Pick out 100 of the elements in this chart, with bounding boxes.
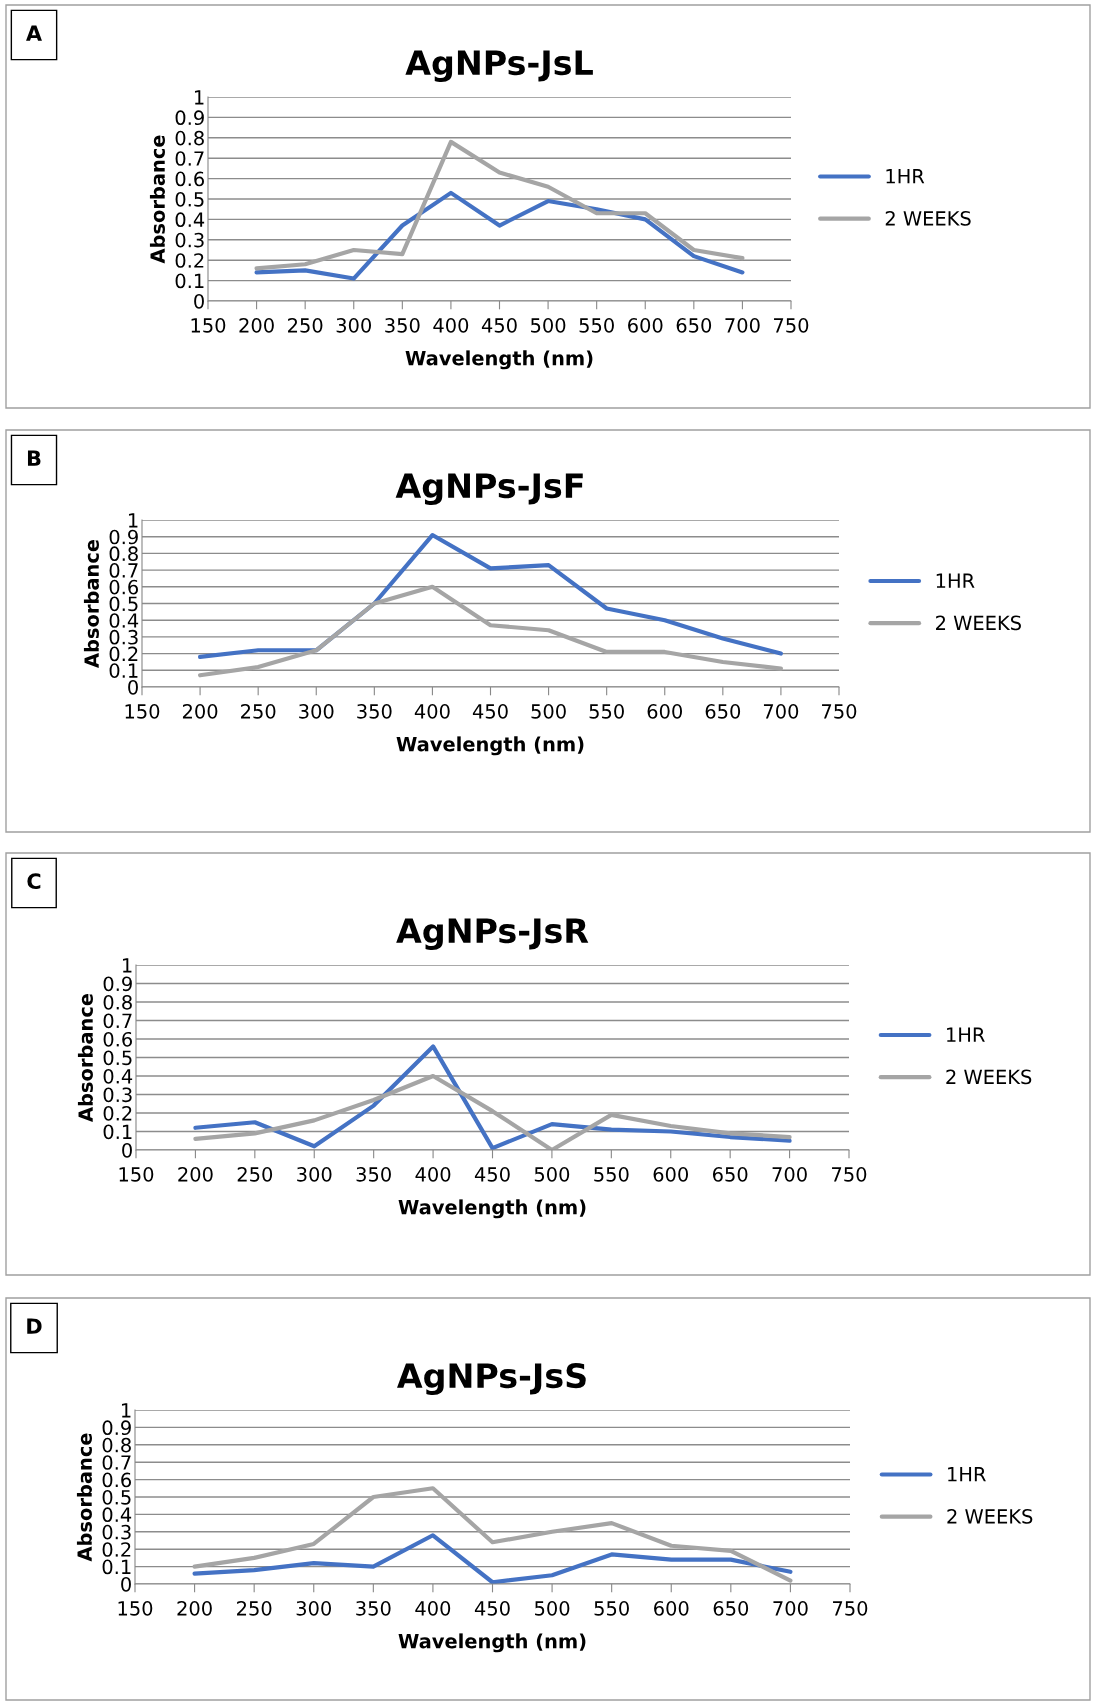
x-tick-label: 700 bbox=[773, 1601, 808, 1616]
x-tick-label: 600 bbox=[647, 704, 683, 719]
x-tick-label: 150 bbox=[119, 1167, 154, 1182]
x-tick-label: 350 bbox=[385, 318, 420, 333]
y-axis-title: Absorbance bbox=[77, 993, 93, 1122]
y-tick-label: 0.3 bbox=[102, 1524, 131, 1540]
y-tick-label: 0.1 bbox=[109, 663, 138, 678]
chart-title: AgNPs-JsF bbox=[395, 473, 583, 505]
legend-label: 1HR bbox=[936, 573, 975, 588]
x-tick-label: 500 bbox=[531, 318, 566, 333]
y-tick-label: 0.6 bbox=[103, 1031, 132, 1047]
y-tick-label: 0.1 bbox=[102, 1559, 131, 1575]
x-tick-label: 700 bbox=[725, 318, 760, 333]
x-tick-label: 300 bbox=[296, 1601, 332, 1616]
y-tick-label: 0.9 bbox=[103, 976, 132, 992]
x-tick-label: 750 bbox=[822, 704, 857, 719]
y-tick-label: 0.2 bbox=[103, 1105, 132, 1121]
legend-label: 2 WEEKS bbox=[936, 615, 1021, 631]
x-tick-label: 350 bbox=[356, 1601, 391, 1616]
x-tick-label: 200 bbox=[177, 1601, 212, 1616]
x-tick-label: 400 bbox=[433, 318, 469, 333]
y-tick-label: 0.7 bbox=[103, 1013, 132, 1029]
y-tick-label: 0 bbox=[128, 679, 138, 695]
chart-title: AgNPs-JsS bbox=[397, 1363, 586, 1395]
y-tick-label: 0.8 bbox=[103, 994, 132, 1010]
x-tick-label: 400 bbox=[415, 1167, 451, 1182]
y-tick-label: 0.4 bbox=[109, 613, 139, 628]
y-tick-label: 0.3 bbox=[109, 629, 138, 645]
y-tick-label: 0.5 bbox=[103, 1050, 132, 1066]
y-tick-label: 0.3 bbox=[175, 232, 204, 248]
text: C bbox=[27, 873, 41, 890]
x-axis-title: Wavelength (nm) bbox=[398, 1199, 586, 1219]
legend-label: 2 WEEKS bbox=[946, 1069, 1032, 1085]
x-tick-label: 500 bbox=[534, 1167, 570, 1182]
y-tick-label: 0.8 bbox=[102, 1437, 131, 1453]
y-tick-label: 1 bbox=[122, 958, 132, 973]
x-tick-label: 200 bbox=[182, 704, 218, 719]
x-axis-title: Wavelength (nm) bbox=[405, 350, 593, 370]
x-tick-label: 550 bbox=[589, 704, 624, 719]
x-tick-label: 500 bbox=[535, 1601, 570, 1616]
x-tick-label: 450 bbox=[481, 318, 517, 333]
x-tick-label: 150 bbox=[191, 318, 226, 333]
x-tick-label: 500 bbox=[531, 704, 566, 719]
y-tick-label: 1 bbox=[121, 1403, 131, 1418]
y-tick-label: 0.6 bbox=[175, 171, 204, 187]
y-tick-label: 0.9 bbox=[109, 529, 138, 545]
y-axis-title: Absorbance bbox=[149, 135, 165, 264]
x-tick-label: 350 bbox=[357, 704, 392, 719]
x-tick-label: 250 bbox=[241, 704, 276, 719]
y-tick-label: 0 bbox=[121, 1576, 131, 1592]
x-tick-label: 250 bbox=[288, 318, 323, 333]
x-tick-label: 250 bbox=[237, 1167, 273, 1182]
x-tick-label: 150 bbox=[118, 1601, 153, 1616]
y-tick-label: 0.6 bbox=[102, 1472, 131, 1488]
x-tick-label: 300 bbox=[299, 704, 334, 719]
y-tick-label: 0.2 bbox=[175, 253, 204, 268]
x-tick-label: 600 bbox=[628, 318, 663, 333]
y-tick-label: 0.4 bbox=[102, 1507, 132, 1523]
y-tick-label: 0.7 bbox=[102, 1455, 131, 1470]
x-tick-label: 200 bbox=[178, 1167, 213, 1182]
x-tick-label: 650 bbox=[712, 1167, 748, 1182]
x-tick-label: 200 bbox=[239, 318, 274, 333]
x-tick-label: 400 bbox=[414, 704, 450, 719]
x-tick-label: 600 bbox=[653, 1167, 689, 1182]
y-tick-label: 0 bbox=[194, 293, 204, 309]
text: A bbox=[26, 25, 42, 41]
y-tick-label: 0.5 bbox=[109, 596, 138, 612]
x-tick-label: 400 bbox=[415, 1601, 451, 1616]
y-tick-label: 0.6 bbox=[109, 579, 138, 595]
y-tick-label: 0.7 bbox=[175, 151, 204, 166]
chart-title: AgNPs-JsR bbox=[396, 918, 589, 950]
x-tick-label: 650 bbox=[676, 318, 712, 333]
x-tick-label: 550 bbox=[594, 1167, 629, 1182]
x-tick-label: 250 bbox=[237, 1601, 272, 1616]
legend-label: 1HR bbox=[886, 169, 925, 184]
y-tick-label: 0.1 bbox=[103, 1124, 132, 1140]
y-tick-label: 0.4 bbox=[175, 212, 205, 228]
y-tick-label: 0.2 bbox=[109, 646, 138, 662]
x-tick-label: 450 bbox=[472, 704, 508, 719]
y-axis-title: Absorbance bbox=[83, 539, 99, 668]
legend-label: 1HR bbox=[948, 1467, 986, 1482]
y-tick-label: 1 bbox=[128, 513, 138, 528]
y-tick-label: 0.3 bbox=[103, 1087, 132, 1103]
x-tick-label: 550 bbox=[594, 1601, 629, 1616]
x-tick-label: 750 bbox=[774, 318, 809, 333]
legend-label: 1HR bbox=[947, 1027, 985, 1042]
text: D bbox=[27, 1318, 42, 1334]
y-tick-label: 0.4 bbox=[103, 1068, 133, 1084]
x-tick-label: 450 bbox=[474, 1601, 510, 1616]
x-tick-label: 550 bbox=[579, 318, 614, 333]
x-tick-label: 600 bbox=[654, 1601, 689, 1616]
y-tick-label: 0.2 bbox=[102, 1542, 131, 1557]
x-tick-label: 650 bbox=[713, 1601, 749, 1616]
y-tick-label: 0.5 bbox=[175, 191, 204, 207]
x-tick-label: 350 bbox=[356, 1167, 391, 1182]
x-axis-title: Wavelength (nm) bbox=[398, 1633, 586, 1653]
x-tick-label: 750 bbox=[832, 1167, 867, 1182]
x-tick-label: 300 bbox=[336, 318, 372, 333]
legend-label: 2 WEEKS bbox=[885, 211, 971, 226]
x-axis-title: Wavelength (nm) bbox=[396, 736, 584, 756]
